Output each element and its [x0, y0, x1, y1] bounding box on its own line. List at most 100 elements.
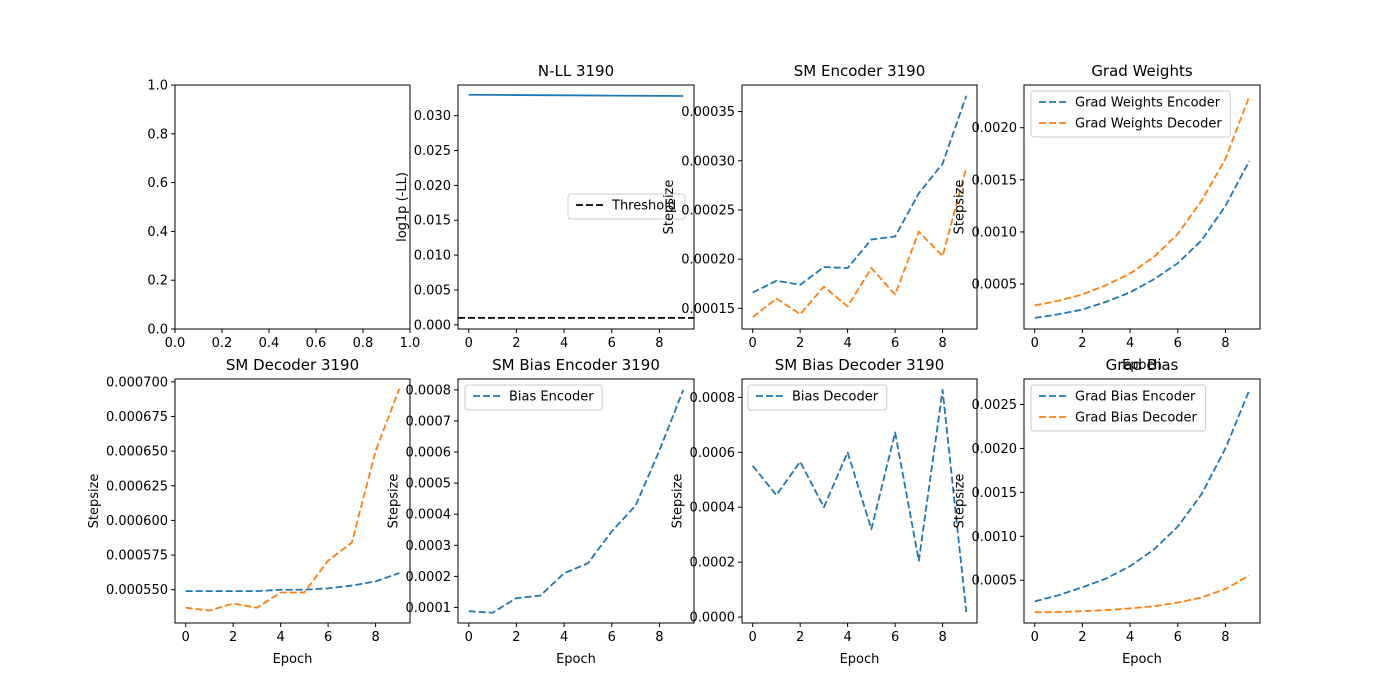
series-line-1 [751, 389, 968, 613]
y-axis-label: Stepsize [87, 474, 102, 529]
y-tick-label: 0.020 [414, 179, 451, 194]
axes-frame [741, 378, 978, 624]
y-tick-label: 0.030 [414, 109, 451, 124]
y-tick-label: 0.00025 [681, 203, 735, 218]
subplot-3: 0 2 4 6 8 0.00015 0.00020 0.00025 0.00030 0.00035… [662, 62, 978, 351]
x-tick-label: 2 [1078, 336, 1086, 351]
legend: Bias Encoder [464, 384, 603, 411]
x-tick-label: 0.4 [259, 336, 280, 351]
x-tick-label: 2 [1078, 630, 1086, 645]
y-tick-label: 0.0007 [406, 414, 452, 429]
series-line-2 [1034, 574, 1250, 614]
x-tick-label: 4 [276, 630, 284, 645]
y-tick-label: 0.0010 [972, 530, 1018, 545]
series-line-1 [1034, 160, 1251, 319]
y-axis-label: Stepsize [662, 180, 677, 235]
chart-title: SM Bias Decoder 3190 [775, 356, 945, 374]
x-tick-label: 8 [1221, 630, 1229, 645]
y-tick-label: 0.0002 [406, 570, 452, 585]
legend-box [1030, 384, 1207, 432]
series-line-1 [185, 572, 400, 593]
x-axis-label: Epoch [273, 652, 313, 667]
x-axis-label: Epoch [1122, 358, 1162, 373]
x-tick-label: 0.2 [212, 336, 233, 351]
legend-entry: Grad Bias Decoder [1075, 411, 1198, 426]
y-tick-label: 0.0025 [972, 398, 1018, 413]
legend-box [464, 384, 603, 411]
y-tick-label: 0.0004 [690, 501, 736, 516]
x-axis-label: Epoch [556, 652, 596, 667]
subplot-1: 0.0 0.2 0.4 0.6 0.8 1.0 0.0 0.2 0.4 0.6 0.8 1.0 [147, 79, 420, 352]
y-tick-label: 0.0006 [406, 446, 452, 461]
series-line-1 [1034, 390, 1251, 603]
y-tick-label: 0.000600 [106, 514, 168, 529]
x-tick-label: 0 [465, 336, 473, 351]
chart-title: N-LL 3190 [538, 62, 614, 80]
y-tick-label: 0.0015 [972, 486, 1018, 501]
legend-box [1030, 90, 1231, 138]
subplot-2: 0 2 4 6 8 0.000 0.005 0.010 0.015 0.020 0.025 0.030… [395, 62, 695, 351]
x-tick-label: 8 [938, 630, 946, 645]
chart-title: Grad Weights [1091, 62, 1193, 80]
x-tick-label: 6 [608, 630, 616, 645]
y-tick-label: 0.000 [414, 318, 451, 333]
x-tick-label: 2 [512, 630, 520, 645]
axes-frame [174, 84, 411, 330]
legend: Threshold [567, 193, 686, 220]
x-tick-label: 4 [843, 336, 851, 351]
legend-entry: Grad Bias Encoder [1075, 390, 1196, 405]
y-tick-label: 0.0 [147, 323, 168, 338]
y-axis-label: Stepsize [953, 180, 968, 235]
y-axis-label: Stepsize [387, 474, 402, 529]
y-tick-label: 0.8 [147, 127, 168, 142]
y-axis-label: Stepsize [953, 474, 968, 529]
x-tick-label: 6 [1174, 336, 1182, 351]
legend: Grad Weights Encoder Grad Weights Decoder [1030, 90, 1231, 138]
y-tick-label: 0.0005 [972, 574, 1018, 589]
x-tick-label: 0 [749, 336, 757, 351]
series-line-2 [185, 388, 401, 612]
x-tick-label: 6 [608, 336, 616, 351]
y-tick-label: 0.0008 [406, 383, 452, 398]
x-tick-label: 0.0 [165, 336, 186, 351]
x-tick-label: 2 [229, 630, 237, 645]
x-tick-label: 0 [1031, 630, 1039, 645]
y-tick-label: 0.000700 [106, 375, 168, 390]
x-tick-label: 2 [512, 336, 520, 351]
chart-title: SM Decoder 3190 [226, 356, 359, 374]
x-tick-label: 4 [1126, 630, 1134, 645]
y-tick-label: 0.005 [414, 283, 451, 298]
legend: Bias Decoder [747, 384, 888, 411]
x-tick-label: 6 [891, 336, 899, 351]
y-tick-label: 0.00020 [681, 253, 735, 268]
chart-title: Grad Bias [1106, 356, 1179, 374]
y-tick-label: 0.4 [147, 225, 168, 240]
subplot-5: 0 2 4 6 8 0.000550 0.000575 0.000600 0.000625 0.0… [87, 356, 411, 667]
legend-entry: Bias Decoder [792, 390, 879, 405]
y-tick-label: 0.0004 [406, 508, 452, 523]
axes-frame [741, 84, 978, 330]
y-tick-label: 0.025 [414, 144, 451, 159]
legend-box [747, 384, 888, 411]
x-tick-label: 4 [560, 336, 568, 351]
series-line-1 [468, 389, 685, 614]
x-tick-label: 6 [891, 630, 899, 645]
chart-title: SM Encoder 3190 [794, 62, 926, 80]
axes-frame [174, 378, 411, 624]
series-line-2 [752, 167, 968, 318]
x-tick-label: 4 [560, 630, 568, 645]
subplot-6: 0 2 4 6 8 0.0001 0.0002 0.0003 0.0004 0.0005 0.000… [387, 356, 695, 667]
x-tick-label: 1.0 [400, 336, 421, 351]
x-tick-label: 0 [465, 630, 473, 645]
y-tick-label: 0.000625 [106, 479, 168, 494]
y-tick-label: 0.6 [147, 176, 168, 191]
y-axis-label: Stepsize [671, 474, 686, 529]
x-tick-label: 8 [371, 630, 379, 645]
y-tick-label: 0.2 [147, 274, 168, 289]
x-tick-label: 6 [1174, 630, 1182, 645]
y-tick-label: 0.0001 [406, 601, 452, 616]
legend-entry: Grad Weights Decoder [1075, 117, 1222, 132]
x-tick-label: 4 [843, 630, 851, 645]
subplot-4: 0 2 4 6 8 0.0005 0.0010 0.0015 0.0020 Grad Weight… [953, 62, 1261, 373]
y-tick-label: 0.0015 [972, 173, 1018, 188]
